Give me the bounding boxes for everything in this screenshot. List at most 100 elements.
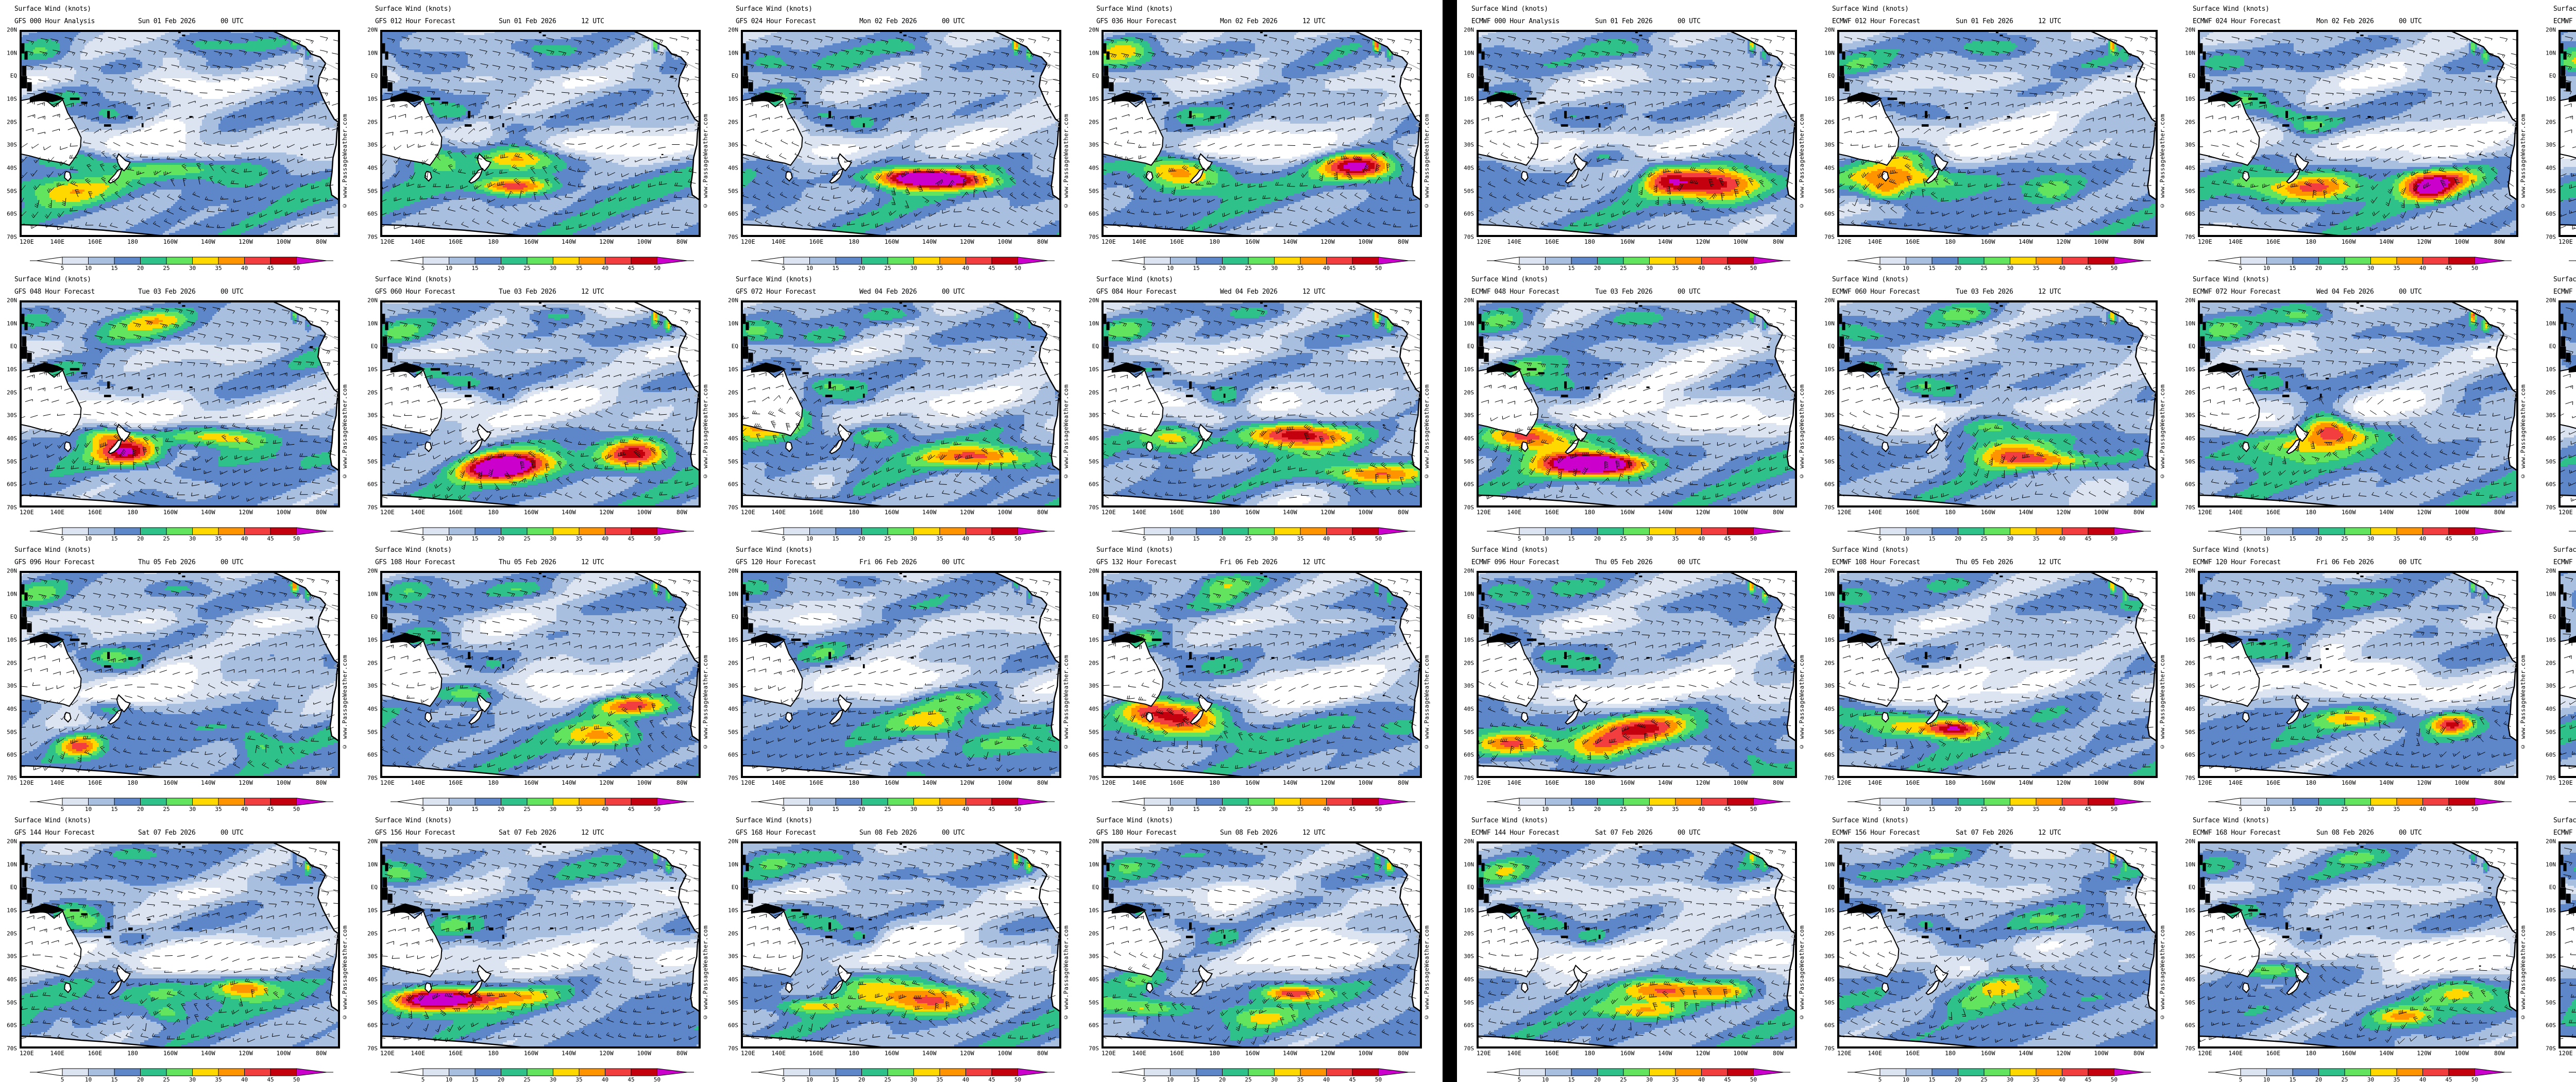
lon-tick-label: 100W xyxy=(2454,238,2469,245)
lat-tick-label: EQ xyxy=(731,72,738,79)
lon-tick-label: 100W xyxy=(2094,509,2109,516)
lon-tick-label: 80W xyxy=(1037,1050,1048,1057)
lon-tick-label: 140E xyxy=(771,779,786,786)
forecast-panel: Surface Wind (knots) GFS 180 Hour Foreca… xyxy=(1082,812,1443,1082)
scale-tick-label: 40 xyxy=(2419,1076,2426,1082)
lat-tick-label: 20S xyxy=(2546,930,2556,937)
lon-tick-label: 140E xyxy=(411,1050,426,1057)
scale-tick-label: 40 xyxy=(602,1076,608,1082)
lat-tick-label: 30S xyxy=(1464,412,1474,419)
lon-tick-label: 80W xyxy=(316,509,327,516)
forecast-panel: Surface Wind (knots) ECMWF 168 Hour Fore… xyxy=(2178,812,2539,1082)
lon-tick-label: 100W xyxy=(637,238,652,245)
lon-tick-label: 120W xyxy=(960,779,974,786)
lat-tick-label: 50S xyxy=(2185,458,2195,465)
panel-valid-time: 12 UTC xyxy=(1302,559,1326,566)
lat-tick-label: 40S xyxy=(1464,435,1474,442)
panel-subtitle: ECMWF 000 Hour Analysis Sun 01 Feb 2026 … xyxy=(1457,18,1818,27)
lon-tick-label: 80W xyxy=(2494,1050,2505,1057)
panel-valid-date: Sat 07 Feb 2026 xyxy=(1956,829,2013,837)
lon-tick-label: 140W xyxy=(562,779,576,786)
wind-speed-colorbar: 5 10 15 20 25 30 35 40 45 50 xyxy=(1848,527,2151,541)
latitude-axis: 20N 10N EQ 10S 20S 30S 40S 50S 60S 70S xyxy=(1818,297,1836,511)
lat-tick-label: 30S xyxy=(2546,412,2556,419)
wind-map-canvas xyxy=(2198,30,2518,237)
lat-tick-label: 40S xyxy=(367,164,378,172)
lat-tick-label: 20S xyxy=(367,660,378,667)
lon-tick-label: 140W xyxy=(1658,779,1672,786)
lat-tick-label: 60S xyxy=(1089,481,1099,488)
panel-subtitle: GFS 144 Hour Forecast Sat 07 Feb 2026 00… xyxy=(0,829,361,838)
scale-tick-label: 10 xyxy=(1903,1076,1909,1082)
scale-tick-label: 15 xyxy=(2289,806,2296,812)
scale-tick-label: 35 xyxy=(1297,1076,1303,1082)
wind-speed-colorbar: 5 10 15 20 25 30 35 40 45 50 xyxy=(751,257,1055,270)
lat-tick-label: 30S xyxy=(1824,682,1835,689)
forecast-panel: Surface Wind (knots) GFS 072 Hour Foreca… xyxy=(721,270,1082,541)
scale-tick-label: 40 xyxy=(2059,535,2065,541)
scale-tick-label: 45 xyxy=(2445,265,2452,270)
lon-tick-label: 180 xyxy=(1584,1050,1595,1057)
lat-tick-label: EQ xyxy=(370,884,378,891)
watermark: © www.PassageWeather.com xyxy=(2159,925,2166,1021)
lat-tick-label: 10S xyxy=(1464,95,1474,103)
scale-tick-label: 10 xyxy=(85,535,92,541)
lon-tick-label: 140W xyxy=(1283,238,1297,245)
lon-tick-label: 100W xyxy=(1733,509,1748,516)
watermark: © www.PassageWeather.com xyxy=(1798,925,1805,1021)
scale-tick-label: 20 xyxy=(1955,265,1961,270)
lat-tick-label: 50S xyxy=(1089,999,1099,1006)
scale-tick-label: 35 xyxy=(2032,535,2039,541)
panel-subtitle: GFS 012 Hour Forecast Sun 01 Feb 2026 12… xyxy=(361,18,721,27)
wind-map-canvas xyxy=(1101,571,1422,778)
scale-tick-label: 15 xyxy=(1928,806,1935,812)
lat-tick-label: 20S xyxy=(1464,119,1474,126)
latitude-axis: 20N 10N EQ 10S 20S 30S 40S 50S 60S 70S xyxy=(2178,297,2197,511)
scale-tick-label: 5 xyxy=(61,265,64,270)
lon-tick-label: 140W xyxy=(922,779,937,786)
latitude-axis: 20N 10N EQ 10S 20S 30S 40S 50S 60S 70S xyxy=(2539,297,2557,511)
panel-valid-date: Sun 01 Feb 2026 xyxy=(1956,18,2013,25)
lat-tick-label: 50S xyxy=(1824,188,1835,195)
panel-model-run: GFS 024 Hour Forecast xyxy=(736,18,816,25)
lat-tick-label: 40S xyxy=(2185,976,2195,983)
lon-tick-label: 100W xyxy=(1358,509,1373,516)
lon-tick-label: 160E xyxy=(2266,779,2281,786)
wind-map-canvas xyxy=(20,30,340,237)
lat-tick-label: 70S xyxy=(1089,504,1099,511)
scale-tick-label: 35 xyxy=(1672,1076,1679,1082)
lat-tick-label: EQ xyxy=(10,613,17,620)
lon-tick-label: 140W xyxy=(201,779,215,786)
scale-tick-label: 10 xyxy=(1542,806,1549,812)
lat-tick-label: 30S xyxy=(7,682,17,689)
scale-tick-label: 25 xyxy=(1245,806,1251,812)
scale-tick-label: 50 xyxy=(1750,265,1757,270)
lat-tick-label: 40S xyxy=(1089,976,1099,983)
lon-tick-label: 120W xyxy=(239,1050,253,1057)
wind-map-canvas xyxy=(2558,571,2576,778)
scale-tick-label: 40 xyxy=(962,265,969,270)
lat-tick-label: 50S xyxy=(7,729,17,736)
panel-valid-date: Wed 04 Feb 2026 xyxy=(1220,288,1278,296)
lat-tick-label: 70S xyxy=(7,774,17,782)
watermark: © www.PassageWeather.com xyxy=(2519,654,2527,750)
lon-tick-label: 120W xyxy=(239,509,253,516)
lon-tick-label: 100W xyxy=(997,779,1012,786)
panel-valid-time: 12 UTC xyxy=(2038,288,2061,296)
scale-tick-label: 50 xyxy=(1750,806,1757,812)
scale-tick-label: 45 xyxy=(1349,265,1355,270)
lat-tick-label: 60S xyxy=(2185,751,2195,758)
lon-tick-label: 180 xyxy=(127,238,138,245)
lat-tick-label: 20N xyxy=(367,838,378,845)
scale-tick-label: 35 xyxy=(2032,265,2039,270)
wind-speed-colorbar: 5 10 15 20 25 30 35 40 45 50 xyxy=(1487,257,1790,270)
panel-model-run: ECMWF 036 Hour Forecast xyxy=(2553,18,2573,25)
ecmwf-panel-group: Surface Wind (knots) ECMWF 000 Hour Anal… xyxy=(1457,0,2576,1082)
lon-tick-label: 160W xyxy=(163,1050,178,1057)
